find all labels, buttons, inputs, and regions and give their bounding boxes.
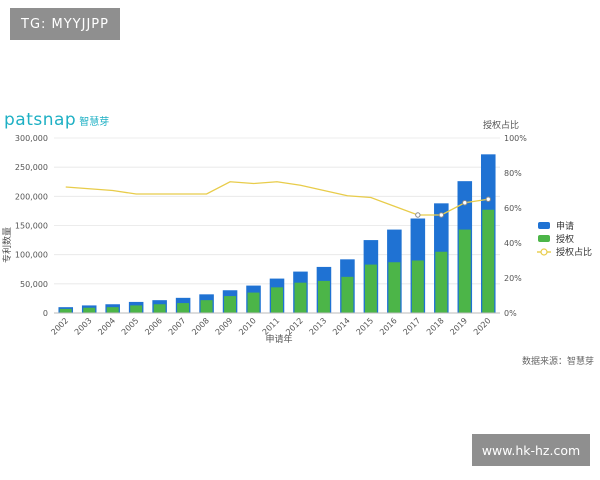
bar-grants (106, 307, 119, 313)
grid-lines (54, 137, 500, 314)
ratio-line (65, 181, 489, 216)
x-tick-label: 2018 (425, 316, 446, 337)
x-tick-label: 2013 (308, 316, 329, 337)
x-tick-label: 2014 (331, 316, 352, 337)
y-tick-label: 300,000 (15, 134, 48, 143)
y2-tick-label: 40% (504, 239, 522, 248)
brand-name: patsnap (4, 110, 77, 130)
x-tick-label: 2005 (120, 316, 141, 337)
y-tick-label: 250,000 (15, 163, 48, 172)
watermark-bottom: www.hk-hz.com (472, 434, 590, 466)
x-tick-label: 2011 (261, 316, 282, 337)
y2-tick-label: 60% (504, 204, 522, 213)
ratio-point (438, 212, 445, 218)
x-tick-label: 2003 (73, 316, 94, 337)
y2-tick-label: 0% (504, 309, 517, 318)
x-tick-label: 2017 (401, 316, 422, 337)
x-axis-title: 申请年 (265, 333, 292, 345)
y2-tick-label: 100% (504, 134, 527, 143)
y2-axis-title: 授权占比 (483, 119, 519, 131)
bar-grants (411, 260, 424, 313)
legend-swatch-applications (538, 222, 550, 229)
x-tick-label: 2006 (143, 316, 164, 337)
x-tick-label: 2012 (284, 316, 305, 337)
source-note: 数据来源：智慧芽 (522, 355, 594, 367)
legend-label-applications: 申请 (556, 220, 574, 232)
bar-grants (341, 276, 354, 313)
bar-grants (153, 304, 166, 313)
y-tick-label: 0 (43, 309, 48, 318)
y-tick-label: 100,000 (15, 251, 48, 260)
x-tick-label: 2009 (214, 316, 235, 337)
bar-grants (364, 264, 377, 313)
bar-grants (247, 292, 260, 313)
x-tick-label: 2019 (448, 316, 469, 337)
y2-tick-label: 20% (504, 274, 522, 283)
y2-tick-label: 80% (504, 169, 522, 178)
bar-grants (435, 251, 448, 313)
legend-label-grants: 授权 (556, 233, 574, 245)
legend: 申请 授权 授权占比 (537, 220, 592, 258)
y-tick-label: 200,000 (15, 192, 48, 201)
bar-grants (224, 296, 237, 313)
bar-grants (200, 300, 213, 313)
bar-grants (388, 262, 401, 313)
bar-grants (482, 209, 495, 313)
bar-grants (294, 282, 307, 313)
brand-cn: 智慧芽 (79, 117, 110, 128)
bar-grants (59, 308, 72, 313)
bar-grants (177, 303, 190, 313)
bar-grants (317, 280, 330, 313)
bar-grants (83, 307, 96, 313)
ratio-point (462, 200, 468, 206)
bar-grants (458, 229, 471, 313)
ratio-point (415, 212, 421, 218)
ratio-point (485, 196, 491, 202)
y-axis-title: 专利数量 (1, 227, 13, 263)
watermark-top: TG: MYYJJPP (10, 8, 120, 40)
x-tick-label: 2007 (167, 316, 188, 337)
x-tick-label: 2002 (49, 316, 70, 337)
x-tick-label: 2010 (237, 316, 258, 337)
legend-swatch-grants (538, 235, 550, 242)
x-tick-label: 2015 (355, 316, 376, 337)
x-tick-label: 2020 (472, 316, 493, 337)
x-tick-label: 2016 (378, 316, 399, 337)
x-tick-label: 2008 (190, 316, 211, 337)
patsnap-logo: patsnap 智慧芽 (4, 110, 109, 130)
x-tick-label: 2004 (96, 316, 117, 337)
legend-label-ratio: 授权占比 (556, 246, 592, 258)
bar-grants (271, 287, 283, 313)
y-tick-label: 50,000 (20, 280, 48, 289)
ratio-line-layer (65, 181, 491, 218)
legend-swatch-ratio-marker (540, 248, 548, 256)
y-tick-label: 150,000 (15, 222, 48, 231)
bars-layer (58, 154, 496, 313)
bar-grants (130, 305, 143, 313)
